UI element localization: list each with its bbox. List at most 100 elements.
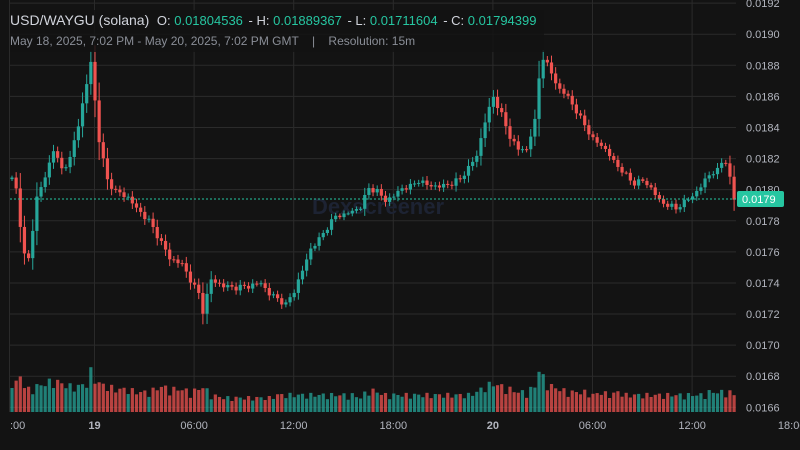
candle-body <box>76 126 80 141</box>
time-tick-label: :00 <box>10 420 25 432</box>
volume-bar <box>143 390 147 412</box>
candle-body <box>728 163 732 177</box>
volume-bar <box>479 387 483 412</box>
volume-bar <box>396 394 400 412</box>
candle <box>541 50 545 89</box>
volume-bar <box>678 393 682 412</box>
candle-body <box>147 218 151 220</box>
candle <box>545 56 549 67</box>
candle-body <box>537 78 541 119</box>
volume-bar <box>305 398 309 412</box>
candle-body <box>163 240 168 250</box>
candle-body <box>425 180 429 185</box>
candle <box>188 264 193 290</box>
candle-body <box>487 106 491 123</box>
candle <box>429 181 433 190</box>
volume-bar <box>421 397 425 412</box>
candle <box>616 155 620 172</box>
volume-bar <box>715 393 720 412</box>
candlestick-series[interactable] <box>10 45 736 325</box>
volume-bar <box>238 397 242 412</box>
volume-bar <box>570 390 574 412</box>
volume-bar <box>661 398 666 412</box>
volume-bar <box>217 396 222 412</box>
candle-body <box>188 271 193 283</box>
volume-bar <box>383 392 388 412</box>
candle <box>632 177 637 189</box>
candle-body <box>271 294 276 296</box>
volume-bar <box>508 386 512 412</box>
volume-bar <box>429 398 433 412</box>
candle <box>612 152 616 164</box>
candle-body <box>193 282 197 285</box>
candle-body <box>118 189 122 193</box>
candle-body <box>483 122 487 139</box>
candle <box>68 150 72 174</box>
candle <box>628 168 632 185</box>
volume-bar <box>60 383 64 412</box>
candle-body <box>313 245 317 249</box>
time-tick-label: 06:00 <box>180 420 208 432</box>
candle-body <box>554 73 558 84</box>
candle <box>554 67 558 90</box>
candle <box>396 186 400 202</box>
volume-bar <box>732 395 736 412</box>
candle-body <box>85 84 89 104</box>
volume-bar <box>525 397 529 412</box>
volume-bar <box>342 393 346 412</box>
candle-body <box>89 61 93 85</box>
candle <box>222 279 226 292</box>
volume-bar <box>554 388 558 412</box>
volume-bar <box>226 396 230 412</box>
candle-body <box>491 96 495 107</box>
volume-bar <box>263 400 267 412</box>
candle <box>22 215 27 265</box>
candle-body <box>64 167 68 169</box>
candle <box>47 155 51 185</box>
volume-bar <box>674 395 678 412</box>
volume-bar <box>641 398 645 412</box>
candle-body <box>466 165 471 176</box>
volume-bar <box>255 396 259 412</box>
candle <box>599 139 603 150</box>
candle-body <box>213 279 217 283</box>
candle <box>201 282 205 325</box>
candle-body <box>479 138 483 156</box>
candle <box>624 170 628 175</box>
volume-bar <box>363 391 367 412</box>
volume-bar <box>491 386 495 412</box>
legend-date-range: May 18, 2025, 7:02 PM - May 20, 2025, 7:… <box>10 34 299 48</box>
candle-body <box>126 196 130 198</box>
candle <box>27 250 31 262</box>
candle-body <box>404 188 408 190</box>
volume-bar <box>180 390 184 412</box>
price-axis[interactable]: 0.0192 0.0190 0.0188 0.0186 0.0184 0.0182 0.01… <box>746 0 780 414</box>
candle <box>425 175 429 190</box>
candle-body <box>209 279 213 294</box>
candle <box>276 290 280 302</box>
price-tick-label: 0.0166 <box>746 402 780 414</box>
volume-bar <box>471 395 475 412</box>
candle-body <box>226 285 230 288</box>
time-axis[interactable]: :00 19 06:00 12:00 18:00 20 06:00 12:00 18:00 <box>10 420 800 432</box>
candle-body <box>412 183 417 185</box>
candle <box>97 82 101 161</box>
candle-body <box>703 178 707 188</box>
candle-body <box>661 199 666 204</box>
candle-body <box>608 148 612 157</box>
candle <box>520 145 525 153</box>
volume-bar <box>234 396 238 412</box>
candle <box>284 299 288 308</box>
candle-body <box>155 227 159 239</box>
candle <box>143 206 147 225</box>
volume-bar <box>230 400 234 412</box>
candle-body <box>437 185 442 188</box>
volume-bar <box>155 390 159 412</box>
candle-body <box>450 184 454 186</box>
candle <box>475 150 479 168</box>
candle-body <box>60 157 64 169</box>
candle <box>139 202 143 217</box>
candle-body <box>508 126 512 139</box>
